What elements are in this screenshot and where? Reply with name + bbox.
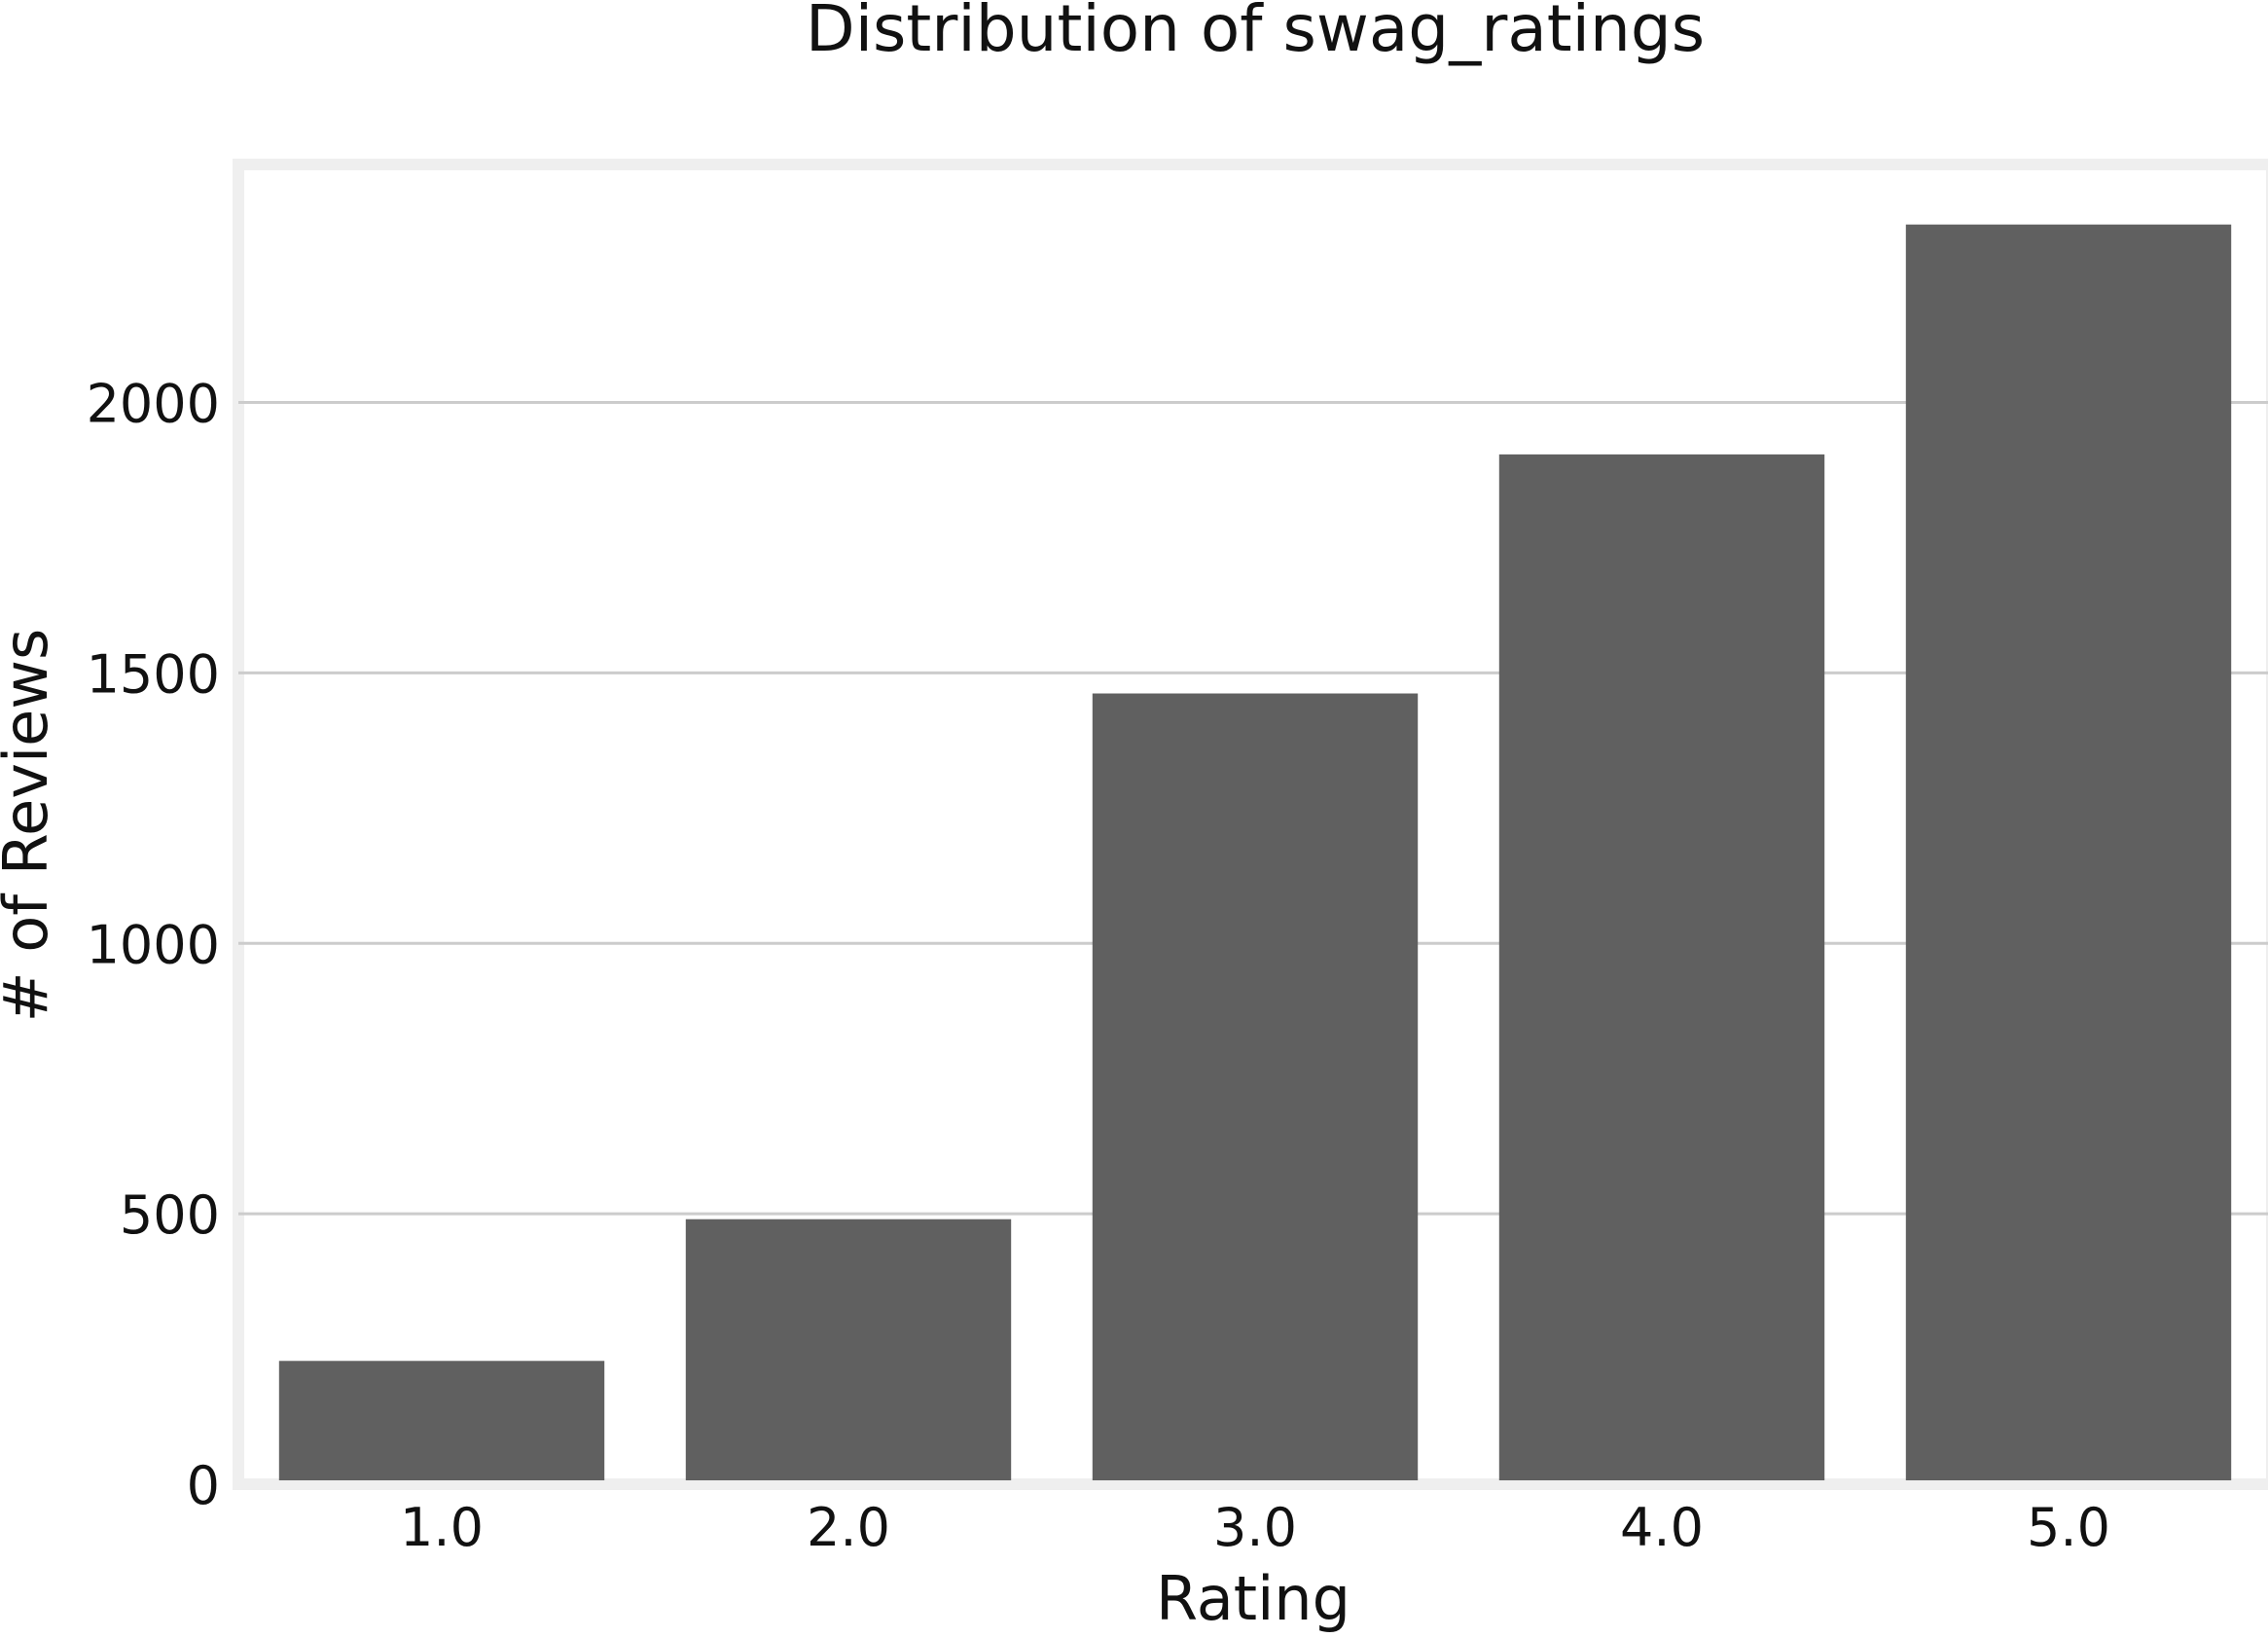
bar-2-0 [685,1219,1012,1480]
bar-series [278,224,2232,1481]
x-tick-label: 3.0 [1213,1497,1297,1558]
x-axis-tick-labels: 1.0 2.0 3.0 4.0 5.0 [400,1497,2110,1558]
x-tick-label: 4.0 [1620,1497,1704,1558]
bar-5-0 [1905,224,2232,1480]
x-axis-label: Rating [1156,1563,1350,1634]
y-tick-label: 500 [120,1184,220,1246]
y-axis-tick-labels: 0 500 1000 1500 2000 [87,374,220,1516]
bar-3-0 [1092,693,1419,1480]
y-axis-label: # of Reviews [0,629,61,1023]
bar-1-0 [278,1361,605,1480]
y-tick-label: 0 [187,1455,220,1516]
y-tick-label: 2000 [87,374,220,435]
chart-title: Distribution of swag_ratings [806,0,1705,66]
y-tick-label: 1500 [87,643,220,705]
y-tick-label: 1000 [87,914,220,975]
bar-4-0 [1498,454,1825,1481]
x-tick-label: 1.0 [400,1497,484,1558]
x-tick-label: 5.0 [2027,1497,2110,1558]
x-tick-label: 2.0 [807,1497,890,1558]
